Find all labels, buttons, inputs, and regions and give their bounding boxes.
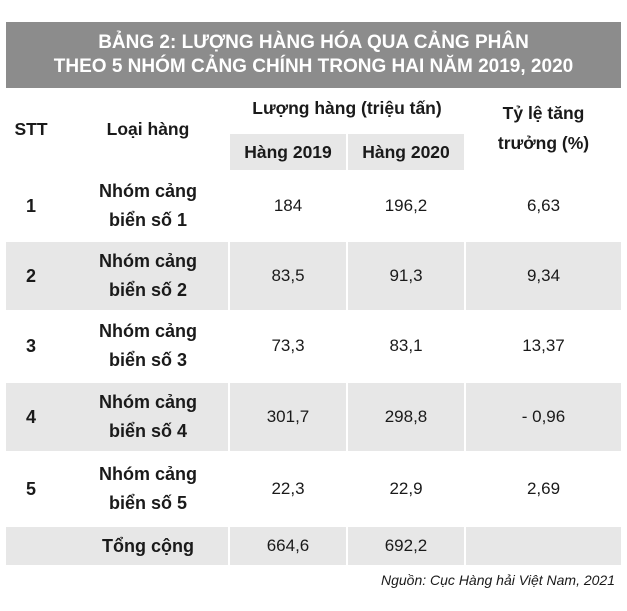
row-type-line-1: Nhóm cảng xyxy=(98,392,197,412)
total-value-2019: 664,6 xyxy=(266,536,310,555)
row-growth: 2,69 xyxy=(526,479,561,498)
row-value-2019: 301,7 xyxy=(266,407,310,426)
table-title-line-2: THEO 5 NHÓM CẢNG CHÍNH TRONG HAI NĂM 201… xyxy=(53,56,574,77)
column-divider xyxy=(346,242,348,310)
header-type: Loại hàng xyxy=(106,119,190,139)
row-value-2019: 22,3 xyxy=(271,479,305,498)
table-row: 3 Nhóm cảng biển số 3 73,3 83,1 13,37 xyxy=(6,312,621,380)
row-value-2020: 298,8 xyxy=(384,407,428,426)
row-growth: 13,37 xyxy=(522,336,565,355)
table-row: 1 Nhóm cảng biển số 1 184 196,2 6,63 xyxy=(6,172,621,240)
column-divider xyxy=(346,383,348,451)
row-type: Nhóm cảng biển số 2 xyxy=(68,242,228,310)
table-row: 2 Nhóm cảng biển số 2 83,5 91,3 9,34 xyxy=(6,242,621,310)
row-type: Nhóm cảng biển số 4 xyxy=(68,383,228,451)
header-volume-group: Lượng hàng (triệu tấn) xyxy=(252,98,442,118)
row-value-2019: 83,5 xyxy=(271,266,305,285)
column-divider xyxy=(228,242,230,310)
source-note: Nguồn: Cục Hàng hải Việt Nam, 2021 xyxy=(381,572,615,588)
header-stt: STT xyxy=(14,119,48,139)
header-year-2020: Hàng 2020 xyxy=(348,134,464,170)
header-growth-line-1: Tỷ lệ tăng xyxy=(502,103,585,123)
row-value-2020: 83,1 xyxy=(389,336,423,355)
header-growth: Tỷ lệ tăng trưởng (%) xyxy=(466,98,621,158)
row-type-line-1: Nhóm cảng xyxy=(98,251,197,271)
table-title: BẢNG 2: LƯỢNG HÀNG HÓA QUA CẢNG PHÂN THE… xyxy=(6,22,621,88)
row-growth: 9,34 xyxy=(526,266,561,285)
row-type-line-2: biển số 4 xyxy=(108,421,187,441)
column-divider xyxy=(228,383,230,451)
row-stt: 2 xyxy=(25,265,36,286)
row-value-2020: 91,3 xyxy=(389,266,423,285)
row-growth: 6,63 xyxy=(526,196,561,215)
table-row: 4 Nhóm cảng biển số 4 301,7 298,8 - 0,96 xyxy=(6,383,621,451)
column-divider xyxy=(464,242,466,310)
row-value-2019: 73,3 xyxy=(271,336,305,355)
table-title-line-1: BẢNG 2: LƯỢNG HÀNG HÓA QUA CẢNG PHÂN xyxy=(98,32,529,53)
column-divider xyxy=(228,527,230,565)
row-type-line-1: Nhóm cảng xyxy=(98,181,197,201)
row-type-line-2: biển số 2 xyxy=(108,280,187,300)
row-type-line-2: biển số 5 xyxy=(108,493,187,513)
row-type-line-2: biển số 3 xyxy=(108,350,187,370)
row-value-2019: 184 xyxy=(273,196,303,215)
row-stt: 4 xyxy=(25,406,36,427)
column-divider xyxy=(464,383,466,451)
row-type-line-1: Nhóm cảng xyxy=(98,464,197,484)
row-value-2020: 22,9 xyxy=(389,479,423,498)
row-type: Nhóm cảng biển số 1 xyxy=(68,172,228,240)
row-growth: - 0,96 xyxy=(521,407,566,426)
row-stt: 5 xyxy=(25,478,36,499)
row-type-line-2: biển số 1 xyxy=(108,210,187,230)
header-growth-line-2: trưởng (%) xyxy=(497,133,590,153)
row-type: Nhóm cảng biển số 3 xyxy=(68,312,228,380)
table-row: 5 Nhóm cảng biển số 5 22,3 22,9 2,69 xyxy=(6,455,621,523)
row-stt: 1 xyxy=(25,195,36,216)
row-type-line-1: Nhóm cảng xyxy=(98,321,197,341)
row-stt: 3 xyxy=(25,335,36,356)
total-label: Tổng cộng xyxy=(102,535,194,556)
row-type: Nhóm cảng biển số 5 xyxy=(68,455,228,523)
column-divider xyxy=(464,527,466,565)
total-row: Tổng cộng 664,6 692,2 xyxy=(6,527,621,565)
total-value-2020: 692,2 xyxy=(384,536,428,555)
row-value-2020: 196,2 xyxy=(384,196,428,215)
column-divider xyxy=(346,527,348,565)
header-year-2019: Hàng 2019 xyxy=(230,134,346,170)
